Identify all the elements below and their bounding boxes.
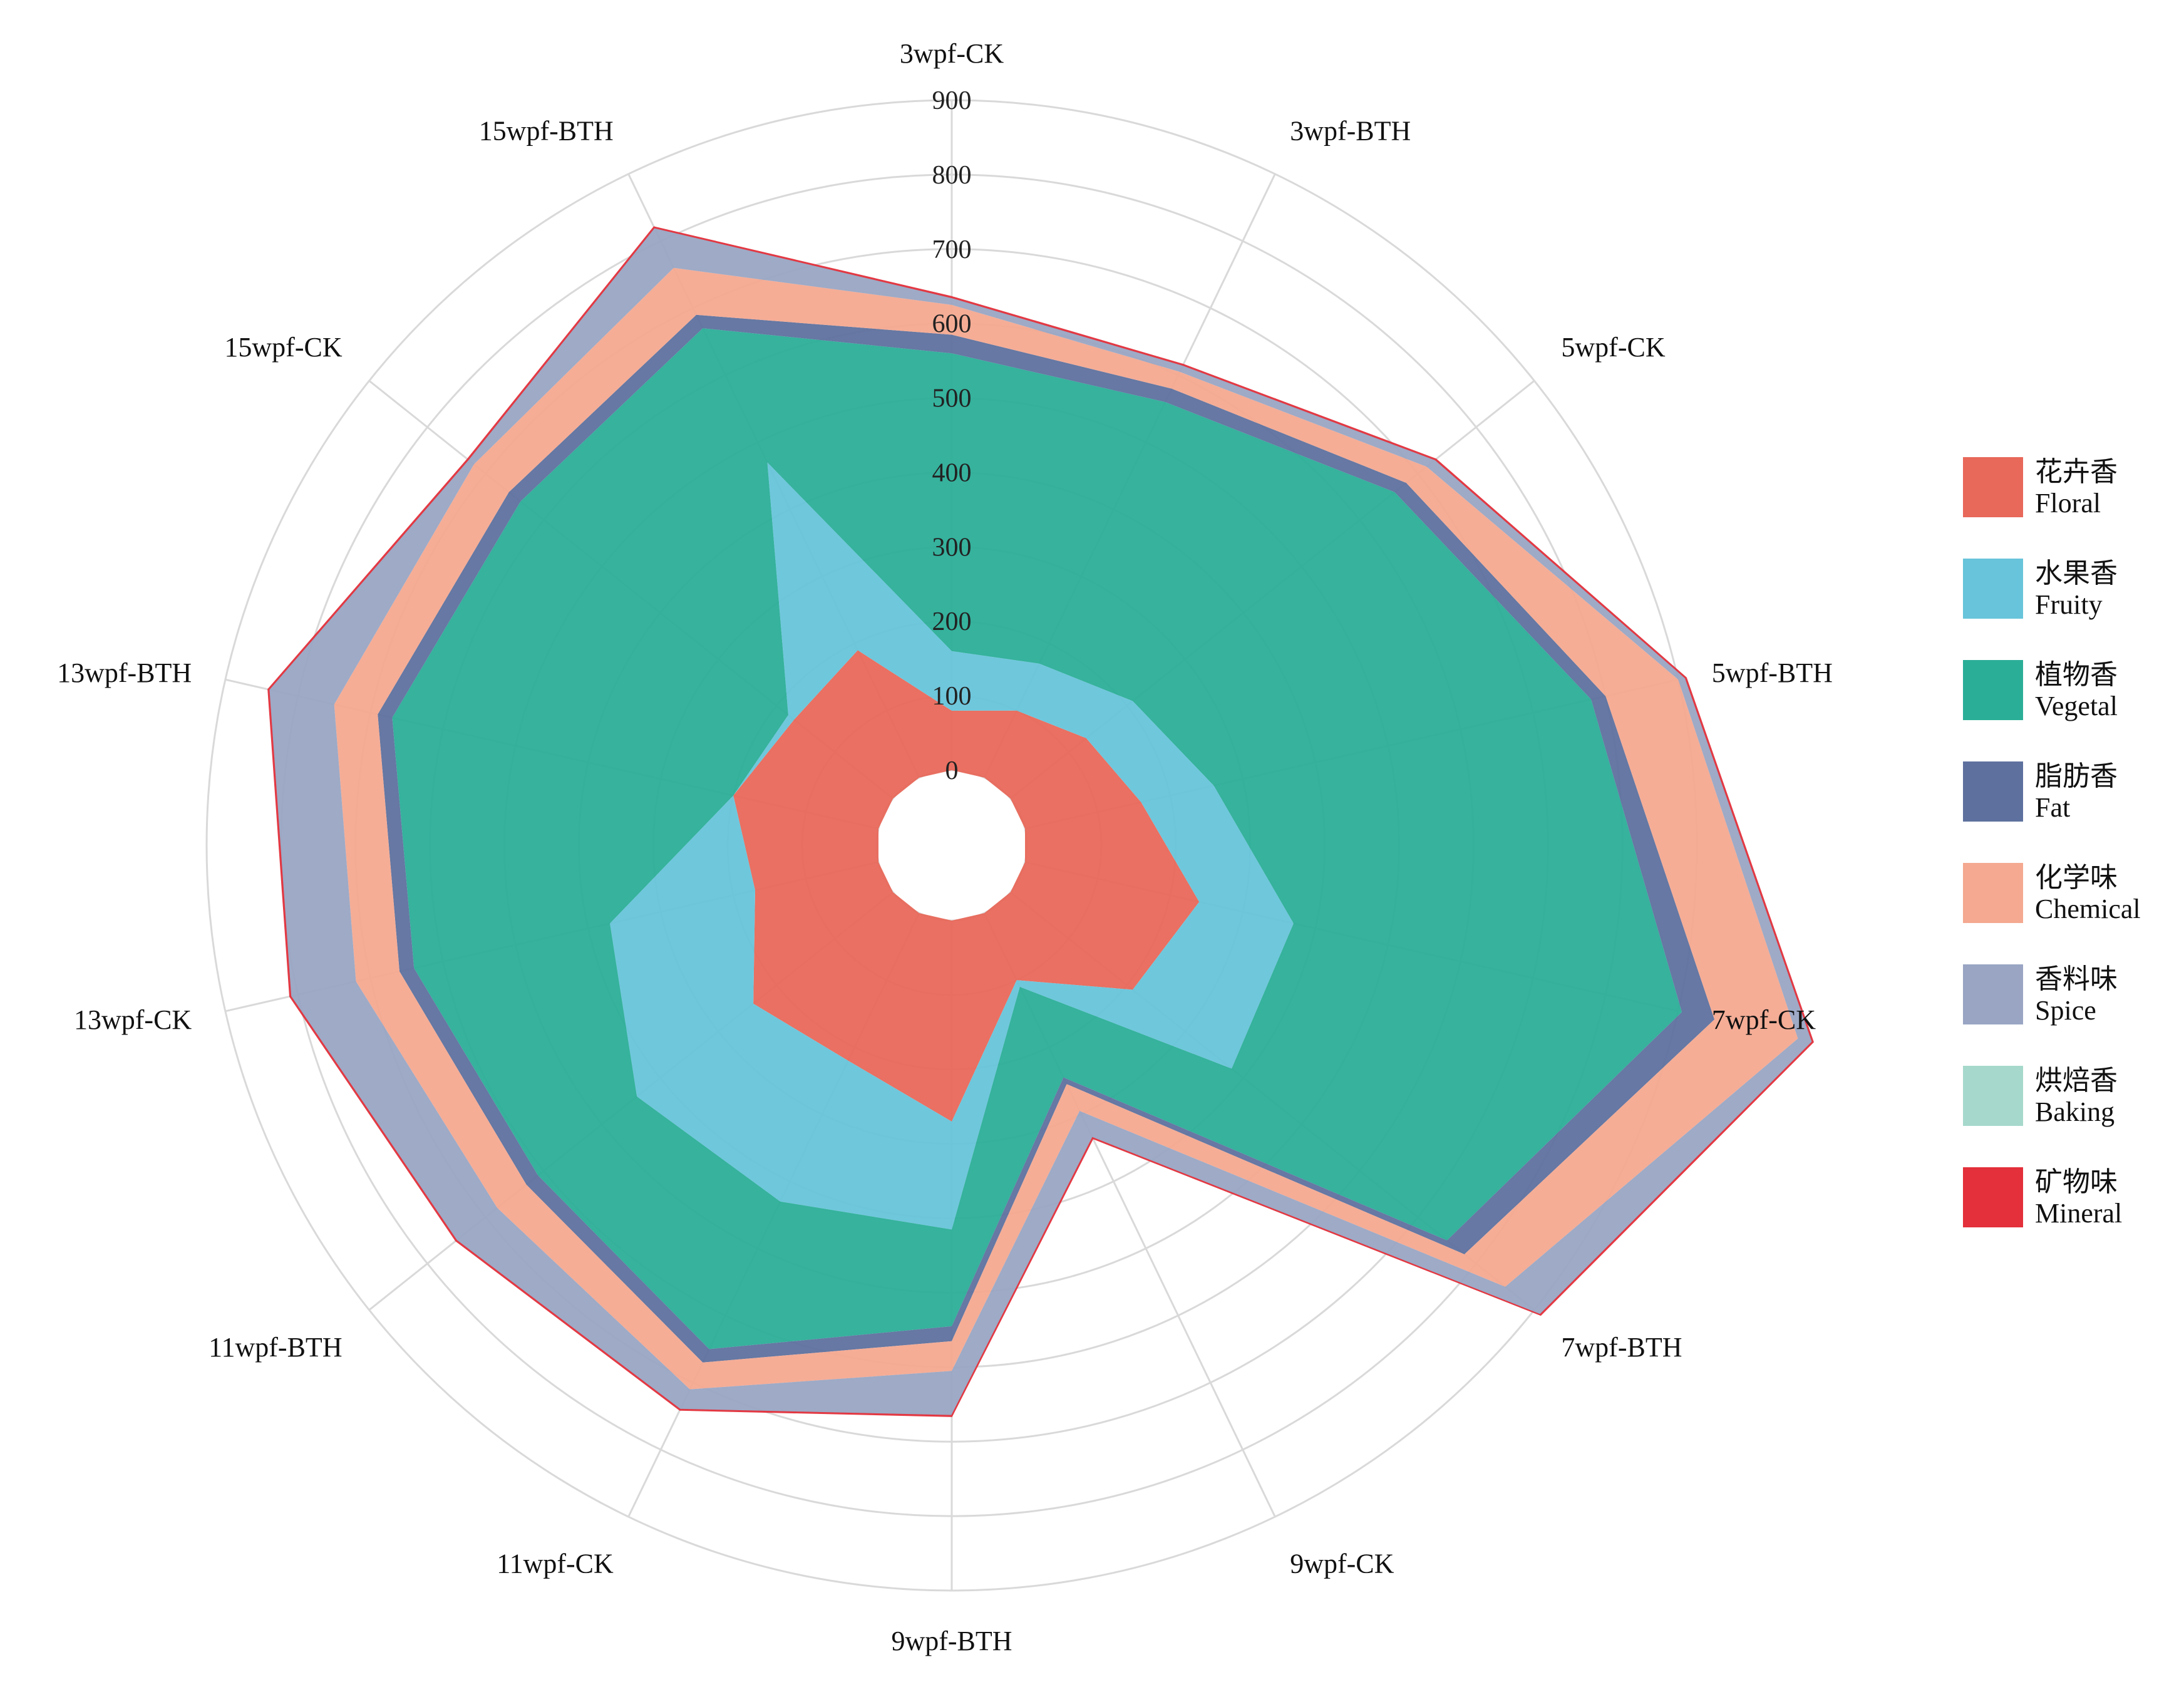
radial-tick-label: 500 [932, 384, 972, 413]
radial-tick-label: 0 [945, 756, 959, 785]
radial-tick-label: 900 [932, 86, 972, 115]
legend-label-en: Vegetal [2035, 691, 2118, 721]
legend-swatch [1963, 559, 2023, 619]
legend-swatch [1963, 660, 2023, 720]
legend-swatch [1963, 1066, 2023, 1126]
axis-label: 11wpf-BTH [209, 1332, 342, 1363]
axis-label: 15wpf-CK [224, 332, 342, 363]
series-areas [267, 226, 1814, 1417]
legend-swatch [1963, 863, 2023, 923]
legend-label-zh: 矿物味 [2035, 1167, 2118, 1197]
legend-label-en: Floral [2035, 488, 2101, 518]
axis-label: 5wpf-CK [1561, 332, 1665, 363]
legend-label-en: Chemical [2035, 894, 2141, 924]
axis-labels: 3wpf-CK 3wpf-BTH 5wpf-CK 5wpf-BTH 7wpf-CK 7wp… [57, 38, 1833, 1656]
legend-swatch [1963, 457, 2023, 517]
axis-label: 3wpf-CK [900, 38, 1004, 69]
legend-label-zh: 植物香 [2035, 659, 2118, 690]
axis-label: 3wpf-BTH [1290, 115, 1411, 146]
legend-label-zh: 香料味 [2035, 964, 2118, 994]
radial-tick-label: 700 [932, 235, 972, 264]
series-area-fruity [610, 462, 1294, 1230]
legend-label-zh: 化学味 [2035, 862, 2118, 893]
legend-label-en: Fruity [2035, 589, 2103, 620]
axis-label: 13wpf-BTH [57, 658, 192, 688]
legend-label-en: Baking [2035, 1096, 2114, 1127]
radial-tick-label: 100 [932, 682, 972, 711]
axis-label: 9wpf-CK [1290, 1549, 1394, 1579]
legend-label-zh: 烘焙香 [2035, 1065, 2118, 1096]
radial-tick-label: 200 [932, 607, 972, 636]
radial-tick-label: 600 [932, 310, 972, 339]
legend-swatch [1963, 1167, 2023, 1227]
legend-label-zh: 水果香 [2035, 558, 2118, 589]
axis-label: 11wpf-CK [497, 1549, 614, 1579]
legend-swatch [1963, 964, 2023, 1024]
series-area-mineral [267, 226, 1814, 1417]
axis-label: 7wpf-CK [1712, 1004, 1816, 1035]
series-area-vegetal [392, 328, 1682, 1349]
axis-label: 15wpf-BTH [479, 115, 614, 146]
legend-label-en: Mineral [2035, 1198, 2122, 1229]
legend-label-zh: 脂肪香 [2035, 761, 2118, 792]
axis-label: 5wpf-BTH [1712, 658, 1833, 688]
axis-label: 9wpf-BTH [891, 1626, 1012, 1656]
radial-tick-label: 800 [932, 161, 972, 190]
legend-swatch [1963, 761, 2023, 822]
series-area-floral [733, 650, 1200, 1122]
axis-label: 13wpf-CK [74, 1004, 192, 1035]
axis-label: 7wpf-BTH [1561, 1332, 1682, 1363]
legend-label-en: Spice [2035, 995, 2096, 1026]
radial-tick-label: 400 [932, 458, 972, 487]
radial-tick-label: 300 [932, 533, 972, 562]
legend-label-zh: 花卉香 [2035, 457, 2118, 487]
legend-label-en: Fat [2035, 792, 2070, 823]
radial-tick-labels: 0 100 200 300 400 500 600 700 800 900 [932, 86, 972, 785]
